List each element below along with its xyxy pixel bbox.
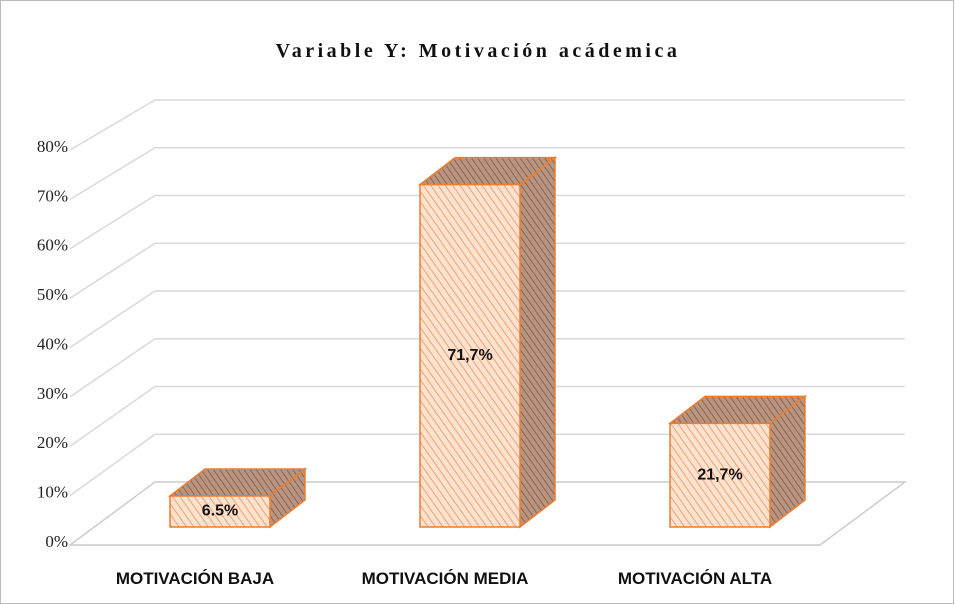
x-tick-label: MOTIVACIÓN ALTA [618,569,772,588]
floor [67,481,908,546]
chart-title: Variable Y: Motivación acádemica [276,40,681,62]
grid-line [69,290,905,349]
bar [669,422,771,528]
grid-line [69,242,905,299]
data-label: 71,7% [447,347,492,364]
y-tick-label: 10% [37,483,68,502]
x-tick-label: MOTIVACIÓN BAJA [116,569,274,588]
grid-line [69,194,905,250]
grid-line [69,385,905,447]
bar [169,495,271,528]
y-tick-label: 30% [37,384,68,403]
x-tick-label: MOTIVACIÓN MEDIA [362,569,529,588]
y-tick-label: 50% [37,285,68,304]
grid-line [69,433,905,497]
y-tick-label: 40% [37,334,68,353]
y-tick-label: 60% [37,236,68,255]
grid-line [69,338,905,398]
y-tick-label: 20% [37,433,68,452]
bar-side [519,156,556,529]
grid-line [69,147,905,201]
grid-line [69,99,905,151]
y-tick-label: 70% [37,186,68,205]
data-label: 21,7% [697,466,742,483]
bar [419,183,521,528]
y-tick-label: 80% [37,137,68,156]
y-tick-label: 0% [45,532,68,551]
data-label: 6.5% [202,503,238,520]
